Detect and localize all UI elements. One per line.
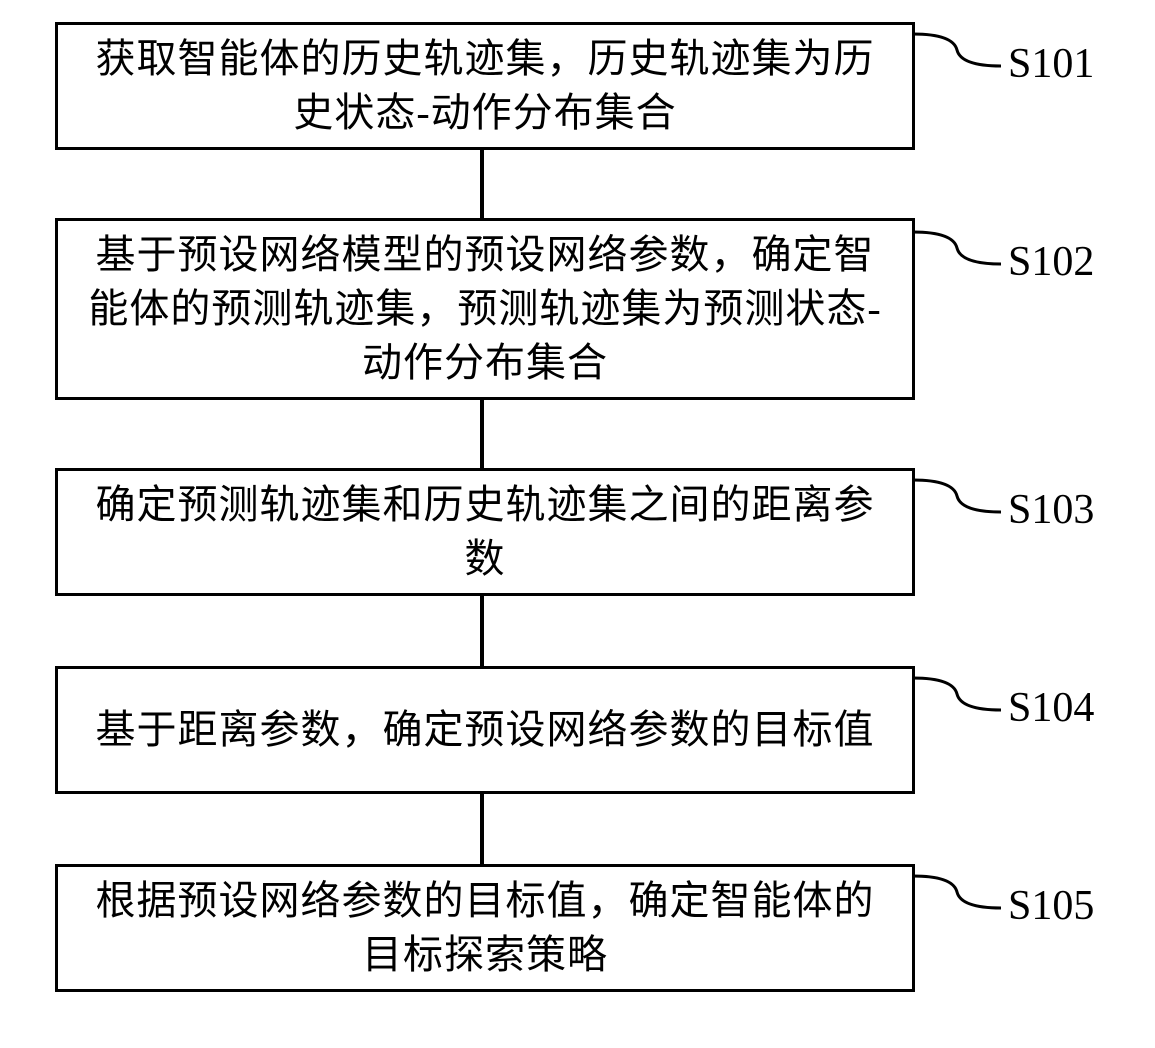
connector-line [480,400,484,468]
flow-step-box: 基于预设网络模型的预设网络参数，确定智能体的预测轨迹集，预测轨迹集为预测状态-动… [55,218,915,400]
label-bracket [913,228,1001,272]
label-bracket [913,872,1001,916]
flow-step-box: 确定预测轨迹集和历史轨迹集之间的距离参数 [55,468,915,596]
flow-step-label: S105 [1008,882,1094,930]
label-bracket [913,476,1001,520]
flow-step-label: S103 [1008,486,1094,534]
flow-step-label: S101 [1008,40,1094,88]
connector-line [480,150,484,218]
flowchart-canvas: 获取智能体的历史轨迹集，历史轨迹集为历史状态-动作分布集合 S101 基于预设网络模… [0,0,1155,1048]
flow-step-label: S102 [1008,238,1094,286]
label-bracket [913,674,1001,718]
flow-step-label: S104 [1008,684,1094,732]
flow-step-box: 根据预设网络参数的目标值，确定智能体的目标探索策略 [55,864,915,992]
flow-step-box: 获取智能体的历史轨迹集，历史轨迹集为历史状态-动作分布集合 [55,22,915,150]
flow-step-text: 获取智能体的历史轨迹集，历史轨迹集为历史状态-动作分布集合 [78,32,892,140]
label-bracket [913,30,1001,74]
flow-step-box: 基于距离参数，确定预设网络参数的目标值 [55,666,915,794]
flow-step-text: 基于距离参数，确定预设网络参数的目标值 [96,703,875,757]
connector-line [480,794,484,864]
flow-step-text: 根据预设网络参数的目标值，确定智能体的目标探索策略 [78,874,892,982]
flow-step-text: 基于预设网络模型的预设网络参数，确定智能体的预测轨迹集，预测轨迹集为预测状态-动… [78,228,892,390]
connector-line [480,596,484,666]
flow-step-text: 确定预测轨迹集和历史轨迹集之间的距离参数 [78,478,892,586]
